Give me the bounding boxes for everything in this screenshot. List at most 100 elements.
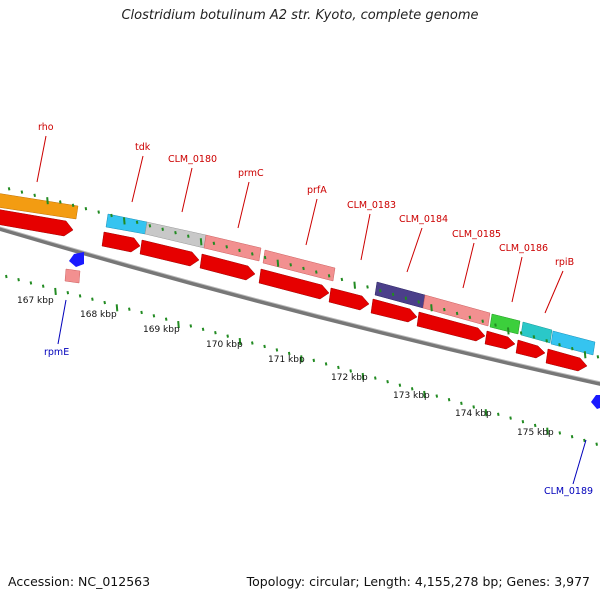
cds-arrow[interactable] xyxy=(545,348,588,372)
scale-tick xyxy=(300,355,303,363)
gc-tick xyxy=(481,319,484,323)
cds-arrow[interactable] xyxy=(328,287,370,311)
scale-tick xyxy=(497,412,500,417)
scale-tick xyxy=(287,351,291,356)
scale-tick xyxy=(41,284,45,288)
cds-arrow[interactable] xyxy=(416,311,486,342)
gene-label-rpmE[interactable]: rpmE xyxy=(44,347,69,358)
scale-tick xyxy=(5,274,8,279)
scale-tick xyxy=(103,300,106,305)
cds-arrow[interactable] xyxy=(515,339,546,359)
gc-tick xyxy=(71,203,75,208)
gene-leader-line xyxy=(237,181,250,229)
gene-leader-line xyxy=(462,242,475,289)
scale-tick xyxy=(312,358,316,363)
gene-label-CLM_0186[interactable]: CLM_0186 xyxy=(499,243,548,254)
gene-label-CLM_0184[interactable]: CLM_0184 xyxy=(399,214,448,225)
scale-tick xyxy=(521,420,525,424)
gene-arrow-rpmE-strand[interactable] xyxy=(69,252,84,267)
accession-label: Accession: NC_012563 xyxy=(8,574,151,589)
gene-bar-prmC[interactable] xyxy=(203,234,262,262)
scale-tick xyxy=(337,365,340,370)
gc-tick xyxy=(315,270,318,274)
scale-tick xyxy=(546,427,549,435)
gene-bar-CLM_0184[interactable] xyxy=(422,294,491,327)
gene-leader-line xyxy=(57,299,67,345)
gc-tick xyxy=(238,248,241,253)
scale-tick xyxy=(595,442,598,446)
scale-tick xyxy=(164,317,168,321)
scale-tick xyxy=(251,341,254,345)
scale-tick xyxy=(410,387,414,391)
scale-tick xyxy=(435,394,439,398)
gc-tick xyxy=(507,327,510,335)
gc-tick xyxy=(353,281,356,289)
gene-leader-line xyxy=(36,135,47,183)
summary-label: Topology: circular; Length: 4,155,278 bp… xyxy=(246,574,590,589)
scale-tick xyxy=(17,278,20,282)
gene-bar-CLM_0186[interactable] xyxy=(520,321,553,344)
gene-label-CLM_0183[interactable]: CLM_0183 xyxy=(347,200,396,211)
gc-tick xyxy=(545,339,548,343)
gene-label-rpiB[interactable]: rpiB xyxy=(555,257,574,268)
gene-label-CLM_0180[interactable]: CLM_0180 xyxy=(168,154,217,165)
gene-leader-line xyxy=(511,256,523,303)
scale-tick xyxy=(91,297,94,301)
gc-tick xyxy=(417,300,420,304)
gc-tick xyxy=(46,197,49,205)
gc-tick xyxy=(366,285,369,289)
scale-label: 167 kbp xyxy=(17,296,54,306)
scale-label: 171 kbp xyxy=(268,355,305,365)
cds-arrow[interactable] xyxy=(0,208,74,237)
scale-tick xyxy=(509,416,512,420)
gc-tick xyxy=(404,296,408,300)
scale-tick xyxy=(263,344,266,349)
scale-tick xyxy=(238,337,242,346)
cds-arrow[interactable] xyxy=(258,268,330,300)
scale-ruler: 167 kbp 168 kbp 169 kbp 170 kbp 171 kbp 172 k… xyxy=(5,274,598,446)
scale-tick xyxy=(398,383,402,387)
gene-arrow-CLM_0189[interactable] xyxy=(591,395,600,409)
scale-tick xyxy=(583,438,586,443)
scale-tick xyxy=(386,379,389,384)
gc-tick xyxy=(302,266,305,271)
scale-tick xyxy=(275,348,279,352)
scale-tick xyxy=(349,369,352,373)
gene-leader-line xyxy=(360,213,371,261)
gc-tick xyxy=(468,315,472,319)
gc-tick xyxy=(148,224,152,228)
gene-label-prmC[interactable]: prmC xyxy=(238,168,264,179)
scale-tick xyxy=(29,281,33,285)
scale-tick xyxy=(214,331,217,335)
gene-label-rho[interactable]: rho xyxy=(38,122,54,133)
gene-leader-line xyxy=(181,167,193,213)
cds-arrow[interactable] xyxy=(199,253,256,281)
gene-bar-CLM_0185[interactable] xyxy=(489,313,521,335)
gene-label-CLM_0185[interactable]: CLM_0185 xyxy=(452,229,501,240)
gene-bar-rho[interactable] xyxy=(0,192,79,220)
gc-tick xyxy=(443,307,446,312)
gc-tick xyxy=(161,227,164,231)
scale-tick xyxy=(374,376,377,380)
gene-label-prfA[interactable]: prfA xyxy=(307,185,327,196)
gc-tick xyxy=(84,207,88,211)
scale-tick xyxy=(533,423,537,428)
gc-tick xyxy=(33,193,36,198)
scale-tick xyxy=(226,334,229,338)
gc-tick xyxy=(174,231,177,235)
gene-label-CLM_0189[interactable]: CLM_0189 xyxy=(544,486,593,497)
cds-arrow[interactable] xyxy=(484,330,516,350)
cds-arrow[interactable] xyxy=(139,239,200,267)
cds-arrow[interactable] xyxy=(370,298,418,323)
cds-arrow[interactable] xyxy=(101,231,141,253)
gene-bar-tdk[interactable] xyxy=(105,213,148,235)
gc-tick xyxy=(110,213,113,218)
gene-bar-rpmE[interactable] xyxy=(64,268,81,284)
gc-tick xyxy=(135,220,139,225)
gene-label-tdk[interactable]: tdk xyxy=(135,142,151,153)
gene-bar-rpiB[interactable] xyxy=(550,330,596,356)
gc-tick xyxy=(251,252,254,256)
gc-tick xyxy=(263,255,267,260)
